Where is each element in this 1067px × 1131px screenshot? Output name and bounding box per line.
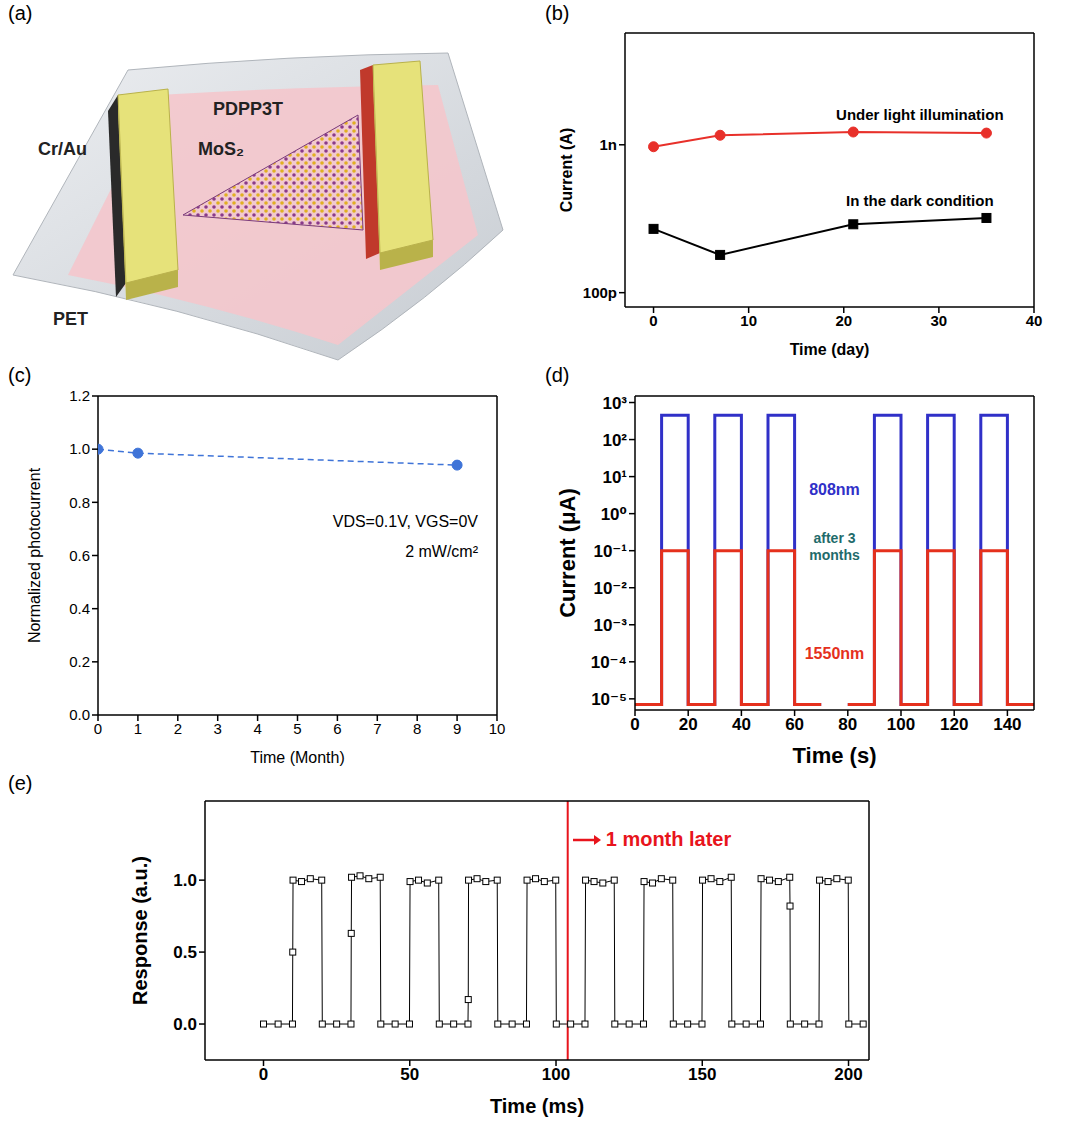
svg-text:10: 10 [489, 720, 506, 737]
html-text:after 3 months: after 3 months [809, 530, 860, 563]
svg-text:120: 120 [940, 715, 968, 734]
svg-text:Current (μA): Current (μA) [555, 488, 580, 618]
svg-text:1.0: 1.0 [69, 440, 90, 457]
html-text:VDS=0.1V, VGS=0V: VDS=0.1V, VGS=0V [332, 513, 478, 530]
svg-text:7: 7 [373, 720, 381, 737]
svg-text:Cr/Au: Cr/Au [38, 139, 87, 159]
svg-text:40: 40 [732, 715, 751, 734]
html-text:(e): (e) [8, 772, 33, 794]
svg-text:100: 100 [887, 715, 915, 734]
svg-text:9: 9 [453, 720, 461, 737]
svg-text:140: 140 [993, 715, 1021, 734]
svg-text:10¹: 10¹ [602, 468, 627, 487]
svg-text:10⁻²: 10⁻² [593, 579, 627, 598]
svg-text:100: 100 [542, 1065, 570, 1084]
svg-text:0: 0 [259, 1065, 268, 1084]
svg-text:10⁻¹: 10⁻¹ [593, 542, 627, 561]
svg-text:10²: 10² [602, 431, 627, 450]
svg-text:20: 20 [679, 715, 698, 734]
html-text:1 month later: 1 month later [605, 828, 732, 850]
svg-text:Response (a.u.): Response (a.u.) [129, 856, 151, 1005]
svg-text:10⁻⁵: 10⁻⁵ [591, 690, 627, 709]
svg-text:0.8: 0.8 [69, 494, 90, 511]
svg-text:10: 10 [740, 312, 757, 329]
svg-text:0.0: 0.0 [173, 1015, 197, 1034]
svg-text:Time (day): Time (day) [790, 341, 870, 358]
svg-text:1.2: 1.2 [69, 387, 90, 404]
svg-text:50: 50 [400, 1065, 419, 1084]
svg-text:4: 4 [253, 720, 261, 737]
svg-text:0.4: 0.4 [69, 600, 90, 617]
html-text:(a): (a) [8, 2, 33, 24]
html-text:(c): (c) [8, 364, 32, 386]
svg-text:0.0: 0.0 [69, 706, 90, 723]
svg-text:1: 1 [134, 720, 142, 737]
svg-text:5: 5 [293, 720, 301, 737]
svg-text:40: 40 [1026, 312, 1043, 329]
html-text:(b): (b) [545, 2, 570, 24]
svg-text:3: 3 [214, 720, 222, 737]
svg-text:30: 30 [931, 312, 948, 329]
svg-text:Time (ms): Time (ms) [490, 1095, 584, 1117]
svg-text:10³: 10³ [602, 394, 627, 413]
svg-text:20: 20 [835, 312, 852, 329]
svg-text:In the dark condition: In the dark condition [846, 192, 994, 209]
svg-text:100p: 100p [583, 284, 617, 301]
svg-text:0.2: 0.2 [69, 653, 90, 670]
html-text:808nm: 808nm [809, 481, 860, 498]
svg-text:PDPP3T: PDPP3T [213, 99, 283, 119]
svg-text:10⁻⁴: 10⁻⁴ [591, 653, 627, 672]
svg-text:6: 6 [333, 720, 341, 737]
svg-text:0.5: 0.5 [173, 943, 197, 962]
html-text:1550nm: 1550nm [804, 645, 865, 662]
svg-text:Normalized photocurrent: Normalized photocurrent [26, 467, 43, 643]
svg-text:80: 80 [838, 715, 857, 734]
svg-text:0: 0 [94, 720, 102, 737]
svg-text:60: 60 [785, 715, 804, 734]
svg-text:1.0: 1.0 [173, 871, 197, 890]
svg-text:PET: PET [53, 309, 88, 329]
svg-text:2: 2 [174, 720, 182, 737]
html-text:(d): (d) [545, 364, 570, 386]
html-text:2 mW/cm²: 2 mW/cm² [405, 543, 478, 560]
svg-text:0.6: 0.6 [69, 547, 90, 564]
svg-text:1n: 1n [599, 136, 617, 153]
svg-text:0: 0 [630, 715, 639, 734]
svg-text:10⁻³: 10⁻³ [593, 616, 627, 635]
svg-text:Time (Month): Time (Month) [250, 749, 345, 766]
svg-text:MoS₂: MoS₂ [198, 139, 244, 159]
svg-text:8: 8 [413, 720, 421, 737]
svg-text:0: 0 [649, 312, 657, 329]
svg-text:Time (s): Time (s) [793, 743, 877, 768]
svg-text:200: 200 [834, 1065, 862, 1084]
svg-text:Under light illumination: Under light illumination [836, 106, 1004, 123]
svg-text:Current (A): Current (A) [558, 128, 575, 212]
svg-text:10⁰: 10⁰ [601, 505, 627, 524]
svg-text:150: 150 [688, 1065, 716, 1084]
